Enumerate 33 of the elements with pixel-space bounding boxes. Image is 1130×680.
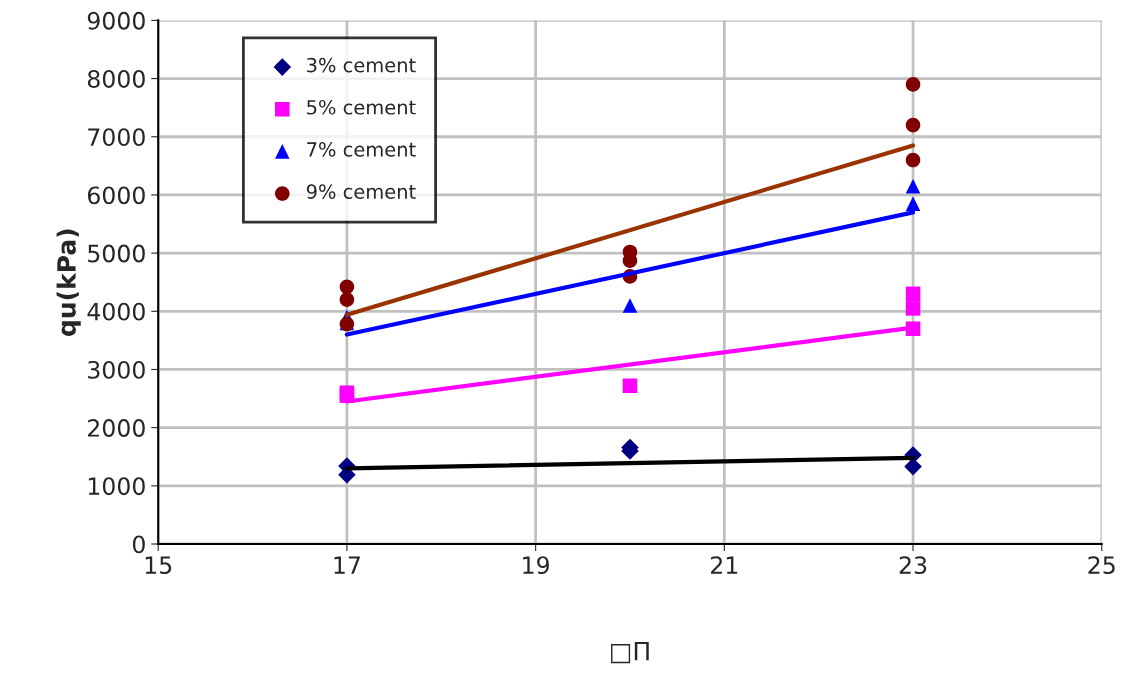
- point: [905, 196, 921, 211]
- point: [905, 152, 921, 168]
- legend-label: 3% cement: [307, 57, 416, 73]
- point: [622, 378, 638, 394]
- point: [339, 279, 355, 295]
- x-tick-label: 15: [145, 556, 172, 575]
- y-tick-label: 7000: [88, 128, 145, 147]
- x-tick-label: 19: [523, 556, 549, 575]
- y-tick-label: 5000: [88, 244, 145, 263]
- x-tick-label: 25: [1088, 556, 1115, 575]
- point: [905, 117, 921, 133]
- point: [905, 77, 921, 92]
- point: [905, 286, 921, 302]
- x-tick-label: 21: [711, 556, 738, 574]
- y-tick-label: 1000: [88, 477, 145, 496]
- point: [905, 301, 921, 316]
- y-tick-label: 2000: [88, 419, 145, 437]
- x-tick-label: 23: [899, 556, 927, 575]
- legend-label: 5% cement: [307, 99, 416, 115]
- point: [905, 178, 921, 194]
- y-tick-label: 4000: [87, 302, 145, 321]
- y-tick-label: 0: [132, 535, 145, 554]
- y-axis-title: qu(kPa): [56, 229, 81, 336]
- x-axis-title: □Π: [611, 641, 649, 664]
- y-tick-label: 3000: [88, 360, 145, 379]
- x-tick-label: 17: [334, 556, 360, 574]
- legend-label: 7% cement: [307, 142, 416, 157]
- legend-label: 9% cement: [306, 184, 416, 199]
- y-tick-label: 6000: [87, 186, 145, 205]
- y-tick-label: 9000: [87, 11, 145, 30]
- y-tick-label: 8000: [87, 70, 145, 88]
- point: [622, 298, 638, 313]
- point: [339, 292, 355, 307]
